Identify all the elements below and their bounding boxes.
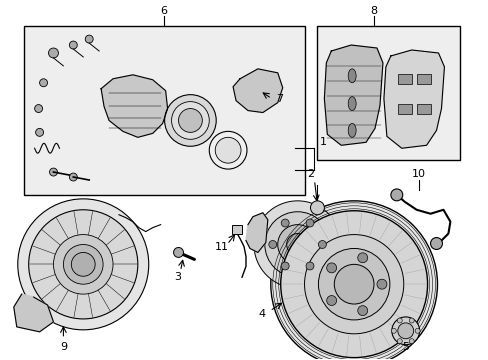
Circle shape xyxy=(310,201,324,215)
Circle shape xyxy=(304,235,403,334)
Circle shape xyxy=(40,79,47,87)
Circle shape xyxy=(318,248,389,320)
Polygon shape xyxy=(233,69,282,113)
Text: 6: 6 xyxy=(160,6,167,16)
Polygon shape xyxy=(14,294,53,332)
Circle shape xyxy=(215,137,241,163)
Bar xyxy=(416,104,429,113)
Bar xyxy=(397,104,411,113)
Circle shape xyxy=(18,199,148,330)
Circle shape xyxy=(69,173,77,181)
Circle shape xyxy=(414,328,419,333)
Bar xyxy=(317,26,459,160)
Text: 2: 2 xyxy=(306,169,313,179)
Text: 7: 7 xyxy=(275,94,282,104)
Circle shape xyxy=(429,238,442,249)
Circle shape xyxy=(63,244,103,284)
Polygon shape xyxy=(383,50,444,148)
Bar xyxy=(416,74,429,84)
Text: 11: 11 xyxy=(215,243,229,252)
Circle shape xyxy=(390,328,395,333)
Circle shape xyxy=(376,279,386,289)
Circle shape xyxy=(53,235,113,294)
Text: 4: 4 xyxy=(258,309,265,319)
Circle shape xyxy=(69,41,77,49)
Circle shape xyxy=(49,168,57,176)
Circle shape xyxy=(171,102,209,139)
Circle shape xyxy=(334,264,373,304)
Circle shape xyxy=(397,323,413,339)
Circle shape xyxy=(281,219,288,227)
Text: 10: 10 xyxy=(411,169,425,179)
Circle shape xyxy=(408,339,413,343)
Circle shape xyxy=(408,318,413,323)
Circle shape xyxy=(209,131,246,169)
Text: 1: 1 xyxy=(319,137,326,147)
Circle shape xyxy=(36,129,43,136)
Text: 3: 3 xyxy=(174,272,181,282)
Circle shape xyxy=(164,95,216,146)
Ellipse shape xyxy=(347,123,355,137)
Polygon shape xyxy=(101,75,167,137)
Circle shape xyxy=(29,210,138,319)
Text: 5: 5 xyxy=(402,342,408,352)
Circle shape xyxy=(391,317,419,345)
Ellipse shape xyxy=(347,69,355,83)
Circle shape xyxy=(318,240,325,248)
Ellipse shape xyxy=(347,96,355,111)
Circle shape xyxy=(268,240,276,248)
Circle shape xyxy=(48,48,59,58)
Circle shape xyxy=(357,253,367,263)
Circle shape xyxy=(71,252,95,276)
Circle shape xyxy=(396,318,402,323)
Polygon shape xyxy=(245,213,267,252)
Circle shape xyxy=(326,263,336,273)
Bar xyxy=(24,26,304,195)
Bar xyxy=(232,225,242,234)
Circle shape xyxy=(280,211,427,357)
Circle shape xyxy=(357,306,367,316)
Circle shape xyxy=(396,339,402,343)
Circle shape xyxy=(326,296,336,306)
Circle shape xyxy=(35,105,42,113)
Circle shape xyxy=(305,219,313,227)
Bar xyxy=(397,74,411,84)
Circle shape xyxy=(305,262,313,270)
Polygon shape xyxy=(324,45,382,145)
Circle shape xyxy=(286,234,308,255)
Text: 8: 8 xyxy=(370,6,377,16)
Circle shape xyxy=(173,247,183,257)
Circle shape xyxy=(85,35,93,43)
Circle shape xyxy=(253,201,341,288)
Circle shape xyxy=(277,225,317,264)
Circle shape xyxy=(390,189,402,201)
Circle shape xyxy=(281,262,288,270)
Circle shape xyxy=(178,109,202,132)
Text: 9: 9 xyxy=(60,342,67,352)
Circle shape xyxy=(264,212,330,277)
Circle shape xyxy=(270,201,437,360)
